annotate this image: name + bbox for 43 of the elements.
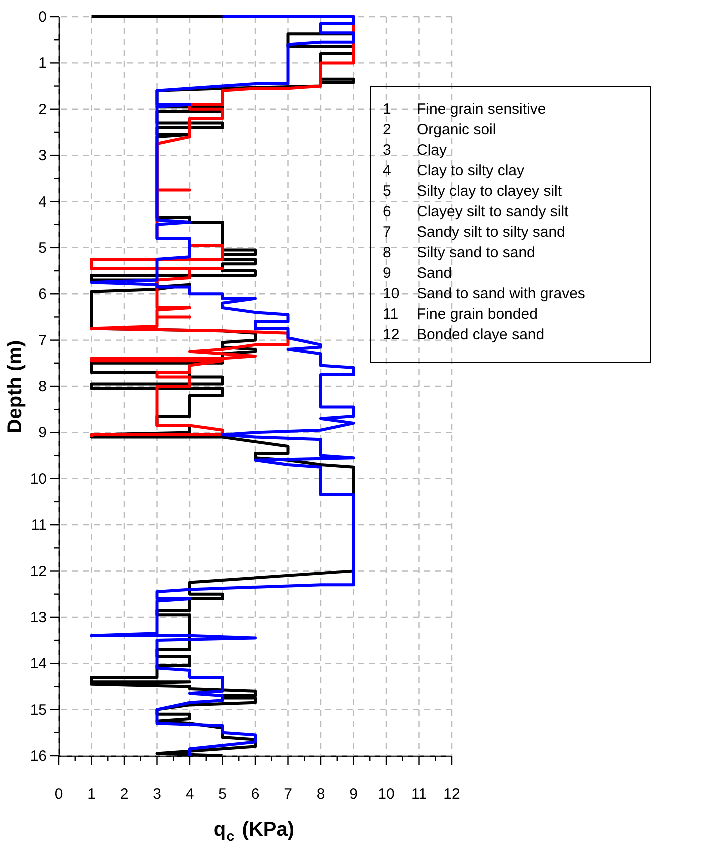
text: 5 Silty clay to clayey silt <box>383 183 562 200</box>
annotation: 12 Bonded claye sand <box>383 326 545 344</box>
text: 1 Fine grain sensitive <box>383 101 546 118</box>
y-tick-label: 13 <box>30 609 47 626</box>
text: 3 Clay <box>383 142 448 159</box>
x-tick-label: 7 <box>284 786 292 803</box>
y-tick-label: 12 <box>30 563 47 580</box>
y-tick-label: 3 <box>38 148 47 165</box>
x-tick-label: 10 <box>378 786 395 803</box>
y-tick-label: 5 <box>38 240 47 257</box>
text: 6 Clayey silt to sandy silt <box>383 204 569 220</box>
annotation: 10 Sand to sand with graves <box>383 286 586 302</box>
text: 4 Clay to silty clay <box>383 162 525 180</box>
y-tick-label: 6 <box>38 286 47 304</box>
y-tick-label: 2 <box>38 101 47 118</box>
x-tick-label: 11 <box>411 786 428 803</box>
y-tick-label: 11 <box>31 517 47 534</box>
x-tick-label: 6 <box>251 786 260 803</box>
x-tick-label: 5 <box>218 786 227 803</box>
text: 9 Sand <box>383 265 452 282</box>
y-tick-label: 9 <box>38 424 47 442</box>
y-tick-label: 14 <box>30 656 47 673</box>
x-tick-label: 8 <box>316 786 326 803</box>
x-tick-label: 2 <box>120 786 129 803</box>
x-tick-label: 0 <box>54 786 64 803</box>
text: 11 Fine grain bonded <box>383 306 538 323</box>
text: 8 Silty sand to sand <box>383 244 536 262</box>
text: 2 Organic soil <box>383 122 496 138</box>
y-tick-label: 10 <box>30 470 47 488</box>
x-tick-label: 3 <box>153 786 162 803</box>
x-tick-label: 1 <box>88 786 96 803</box>
x-tick-label: 9 <box>350 786 358 803</box>
y-tick-label: 0 <box>38 9 47 26</box>
text: 7 Sandy silt to silty sand <box>383 224 566 241</box>
y-tick-label: 7 <box>38 332 47 350</box>
y-tick-label: 15 <box>30 702 47 719</box>
y-tick-label: 16 <box>30 748 47 765</box>
y-axis-title: Depth (m) <box>4 340 26 434</box>
y-tick-label: 8 <box>38 378 47 396</box>
x-tick-label: 12 <box>444 786 460 803</box>
y-tick-label: 4 <box>38 194 47 211</box>
y-tick-label: 1 <box>38 55 47 72</box>
x-tick-label: 4 <box>186 786 194 803</box>
